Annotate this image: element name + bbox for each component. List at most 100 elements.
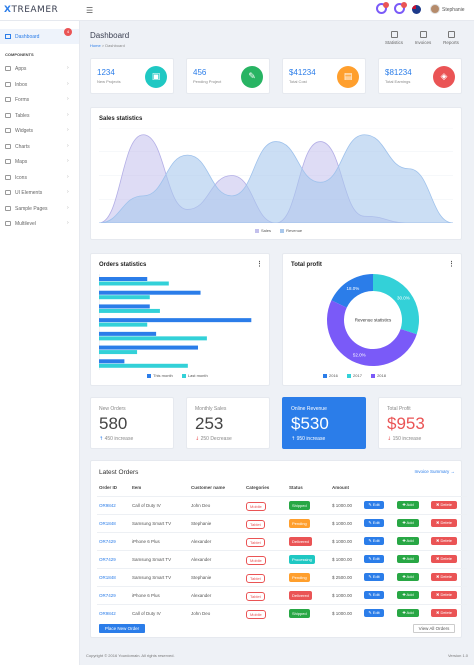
invoice-summary-link[interactable]: Invoice Summary → (414, 469, 455, 474)
stat-card-total-earnings: $81234 Total Earnings ◈ (378, 58, 462, 94)
legend-label: 2016 (329, 373, 338, 378)
sidebar-item-widgets[interactable]: Widgets › (0, 126, 79, 136)
more-options-icon[interactable]: ⋮ (448, 261, 455, 268)
order-id-link[interactable]: OR1848 (99, 575, 116, 580)
delete-button[interactable]: ✖ Delete (431, 573, 457, 581)
order-id-link[interactable]: OR7429 (99, 539, 116, 544)
sidebar-item-charts[interactable]: Charts › (0, 142, 79, 152)
sidebar-item-tables[interactable]: Tables › (0, 111, 79, 121)
brand-logo[interactable]: XTREAMER (4, 5, 59, 15)
order-item: iPhone 6 Plus (132, 539, 160, 544)
delete-button[interactable]: ✖ Delete (431, 591, 457, 599)
user-name[interactable]: Stephanie (442, 7, 465, 13)
card-title: Orders statistics (99, 262, 147, 268)
sidebar-item-apps[interactable]: Apps › (0, 64, 79, 74)
sidebar-item-dashboard[interactable]: Dashboard (0, 29, 79, 44)
delete-button[interactable]: ✖ Delete (431, 609, 457, 617)
order-id-link[interactable]: OR1848 (99, 521, 116, 526)
delete-button[interactable]: ✖ Delete (431, 537, 457, 545)
messages-icon[interactable] (394, 2, 407, 14)
more-options-icon[interactable]: ⋮ (256, 261, 263, 268)
edit-button[interactable]: ✎ Edit (364, 573, 384, 581)
kpi-card-monthly-sales: Monthly Sales 253 ↓ 250 Decrease (186, 397, 270, 449)
category-tag: Mobile (246, 610, 266, 619)
menu-toggle-icon[interactable]: ☰ (86, 6, 94, 15)
delete-button[interactable]: ✖ Delete (431, 519, 457, 527)
stat-label: New Projects (97, 79, 121, 84)
add-button[interactable]: ✚ Add (397, 555, 419, 563)
stat-label: Pending Project (193, 79, 222, 84)
sidebar-item-label: UI Elements (15, 190, 43, 196)
add-button[interactable]: ✚ Add (397, 573, 419, 581)
sidebar-item-forms[interactable]: Forms › (0, 95, 79, 105)
sidebar-item-multilevel[interactable]: Multilevel › (0, 219, 79, 229)
column-header: Categories (246, 485, 270, 490)
add-button[interactable]: ✚ Add (397, 609, 419, 617)
slice-2018 (326, 300, 417, 367)
language-flag-icon[interactable] (412, 5, 421, 14)
kpi-label: New Orders (99, 406, 126, 412)
sidebar-item-sample-pages[interactable]: Sample Pages › (0, 204, 79, 214)
footer-version: Version 1.0 (447, 653, 468, 658)
edit-button[interactable]: ✎ Edit (364, 501, 384, 509)
status-badge: Delivered (289, 537, 312, 546)
order-item: Call of Duty IV (132, 611, 161, 616)
kpi-change: ↑ 950 increase (291, 436, 325, 442)
order-id-link[interactable]: OR7429 (99, 593, 116, 598)
category-tag: Tablet (246, 538, 265, 547)
sidebar-section-title: COMPONENTS (5, 52, 34, 57)
slice-label: 18.0% (347, 286, 360, 291)
order-id-link[interactable]: OR7429 (99, 557, 116, 562)
sidebar-item-inbox[interactable]: Inbox › (0, 80, 79, 90)
delete-button[interactable]: ✖ Delete (431, 501, 457, 509)
sidebar-item-label: Apps (15, 66, 27, 72)
category-tag: Tablet (246, 592, 265, 601)
order-item: Samsung Smart TV (132, 557, 172, 562)
user-avatar[interactable] (430, 4, 440, 14)
quick-link-invoices[interactable]: Invoices (411, 31, 435, 45)
chevron-right-icon: › (67, 189, 69, 195)
add-button[interactable]: ✚ Add (397, 537, 419, 545)
quick-link-statistics[interactable]: Statistics (382, 31, 406, 45)
sidebar-item-maps[interactable]: Maps › (0, 157, 79, 167)
table-row: OR1848 Samsung Smart TV Stephanie Tablet Pen… (97, 514, 467, 532)
sidebar-item-icons[interactable]: Icons › (0, 173, 79, 183)
category-tag: Tablet (246, 520, 265, 529)
kpi-change-text: 150 increase (392, 436, 422, 442)
order-item: Samsung Smart TV (132, 521, 172, 526)
order-amount: $ 1000.00 (332, 593, 353, 598)
customer-name: Alexander (191, 539, 212, 544)
breadcrumb-home[interactable]: Home (90, 43, 101, 48)
notification-badge (383, 2, 389, 8)
edit-button[interactable]: ✎ Edit (364, 555, 384, 563)
quick-link-reports[interactable]: Reports (439, 31, 463, 45)
add-button[interactable]: ✚ Add (397, 519, 419, 527)
add-button[interactable]: ✚ Add (397, 591, 419, 599)
edit-button[interactable]: ✎ Edit (364, 537, 384, 545)
chart-legend: 2016 2017 2018 (319, 373, 390, 378)
card-title: Total profit (291, 262, 322, 268)
chart-icon (390, 31, 398, 38)
notifications-icon[interactable] (376, 2, 389, 14)
orders-bar-chart (99, 274, 252, 370)
status-badge: Shipped (289, 501, 310, 510)
legend-label: 2018 (377, 373, 386, 378)
view-all-orders-button[interactable]: View All Orders (413, 624, 455, 633)
sidebar-item-ui-elements[interactable]: UI Elements › (0, 188, 79, 198)
order-id-link[interactable]: OR9842 (99, 611, 116, 616)
place-new-order-button[interactable]: Place New Order (99, 624, 145, 633)
edit-button[interactable]: ✎ Edit (364, 591, 384, 599)
slice-label: 52.0% (353, 352, 366, 357)
delete-button[interactable]: ✖ Delete (431, 555, 457, 563)
order-id-link[interactable]: OR9842 (99, 503, 116, 508)
bar-last-month-6 (99, 350, 138, 355)
add-button[interactable]: ✚ Add (397, 501, 419, 509)
donut-center-label: Revenue statistics (355, 318, 392, 323)
kpi-value: 580 (99, 414, 128, 433)
edit-button[interactable]: ✎ Edit (364, 609, 384, 617)
order-amount: $ 1000.00 (332, 521, 353, 526)
edit-button[interactable]: ✎ Edit (364, 519, 384, 527)
bar-this-month-4 (99, 318, 252, 323)
top-header: XTREAMER ☰ Stephanie (0, 0, 474, 21)
breadcrumb-current: Dashboard (105, 43, 125, 48)
